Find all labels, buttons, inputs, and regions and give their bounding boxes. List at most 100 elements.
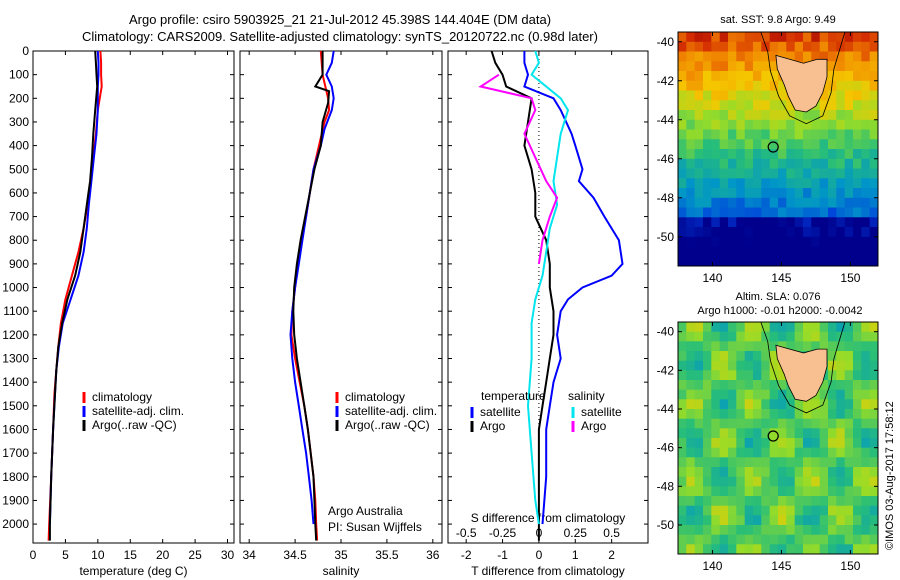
map-cell bbox=[786, 505, 796, 516]
map-cell bbox=[703, 236, 712, 248]
map-cell bbox=[761, 51, 771, 62]
map-cell bbox=[744, 207, 754, 218]
map-cell bbox=[719, 428, 729, 439]
map-cell bbox=[703, 467, 712, 478]
map-cell bbox=[761, 110, 771, 121]
map-cell bbox=[819, 100, 829, 111]
map-cell bbox=[794, 51, 804, 62]
map-cell bbox=[861, 428, 871, 439]
map-cell bbox=[869, 188, 878, 199]
map-cell bbox=[711, 227, 721, 238]
map-cell bbox=[728, 129, 737, 140]
map-cell bbox=[728, 32, 737, 43]
map-cell bbox=[761, 236, 771, 248]
map-cell bbox=[736, 80, 746, 92]
map-cell bbox=[686, 110, 696, 121]
map-cell bbox=[719, 149, 729, 160]
map-cell bbox=[686, 389, 696, 400]
map-cell bbox=[686, 256, 696, 266]
map-cell bbox=[769, 139, 779, 150]
map-cell bbox=[844, 80, 854, 92]
map-cell bbox=[853, 197, 862, 209]
map-cell bbox=[769, 41, 779, 53]
map-cell bbox=[736, 322, 746, 333]
map-cell bbox=[678, 515, 687, 526]
map-cell bbox=[786, 207, 796, 218]
map-cell bbox=[736, 351, 746, 362]
map-cell bbox=[744, 370, 754, 381]
map-cell bbox=[819, 438, 829, 449]
map-cell bbox=[736, 100, 746, 111]
map-cell bbox=[819, 428, 829, 439]
y-tick-label: 0 bbox=[22, 44, 29, 58]
map-cell bbox=[711, 418, 721, 429]
map-cell bbox=[769, 418, 779, 429]
map-cell bbox=[753, 380, 762, 391]
map-cell bbox=[844, 100, 854, 111]
map-cell bbox=[778, 428, 787, 439]
map-cell bbox=[769, 331, 779, 342]
map-cell bbox=[694, 168, 704, 179]
map-cell bbox=[786, 331, 796, 342]
map-cell bbox=[844, 380, 854, 391]
map-cell bbox=[694, 544, 704, 554]
map-cell bbox=[778, 409, 787, 420]
map-cell bbox=[761, 168, 771, 179]
map-cell bbox=[853, 409, 862, 420]
map-cell bbox=[861, 322, 871, 333]
figure-title-line2: Climatology: CARS2009. Satellite-adjuste… bbox=[82, 29, 598, 44]
map-cell bbox=[736, 207, 746, 218]
map-cell bbox=[728, 418, 737, 429]
map-cell bbox=[736, 409, 746, 420]
salinity-chart: 34 34.5 35 35.5 36 salinity climatologysatelli… bbox=[239, 50, 443, 578]
map-cell bbox=[803, 467, 812, 478]
map-cell bbox=[761, 80, 771, 92]
map-cell bbox=[744, 51, 754, 62]
map-cell bbox=[728, 61, 737, 72]
map-cell bbox=[786, 149, 796, 160]
map-cell bbox=[819, 110, 829, 121]
map-cell bbox=[719, 61, 729, 72]
map-cell bbox=[711, 380, 721, 391]
map-cell bbox=[703, 158, 712, 170]
map-cell bbox=[769, 496, 779, 507]
map-cell bbox=[753, 80, 762, 92]
map-cell bbox=[719, 188, 729, 199]
map-cell bbox=[711, 158, 721, 170]
map-cell bbox=[853, 129, 862, 140]
map-cell bbox=[703, 380, 712, 391]
map-cell bbox=[769, 207, 779, 218]
map-cell bbox=[728, 197, 737, 209]
map-cell bbox=[719, 438, 729, 449]
map-cell bbox=[769, 505, 779, 516]
map-cell bbox=[861, 476, 871, 487]
map-cell bbox=[678, 139, 687, 150]
y-tick-label: 1400 bbox=[2, 375, 29, 389]
map-cell bbox=[753, 246, 762, 257]
map-cell bbox=[761, 207, 771, 218]
map-cell bbox=[778, 149, 787, 160]
map-cell bbox=[728, 236, 737, 248]
map-cell bbox=[861, 331, 871, 342]
y-tick-label: 300 bbox=[9, 115, 29, 129]
map-x-tick-label: 145 bbox=[771, 271, 791, 285]
map-cell bbox=[753, 428, 762, 439]
map-cell bbox=[778, 331, 787, 342]
map-cell bbox=[753, 515, 762, 526]
map-cell bbox=[703, 119, 712, 131]
temperature-xlabel: temperature (deg C) bbox=[79, 564, 187, 578]
map-cell bbox=[769, 168, 779, 179]
map-cell bbox=[728, 457, 737, 468]
map-cell bbox=[794, 505, 804, 516]
map-cell bbox=[678, 438, 687, 449]
map-cell bbox=[803, 119, 812, 131]
map-cell bbox=[728, 322, 737, 333]
map-cell bbox=[861, 158, 871, 170]
map-cell bbox=[761, 389, 771, 400]
map-cell bbox=[778, 496, 787, 507]
map-cell bbox=[711, 149, 721, 160]
map-cell bbox=[686, 341, 696, 352]
map-cell bbox=[753, 32, 762, 43]
map-cell bbox=[828, 139, 837, 150]
map-cell bbox=[786, 227, 796, 238]
